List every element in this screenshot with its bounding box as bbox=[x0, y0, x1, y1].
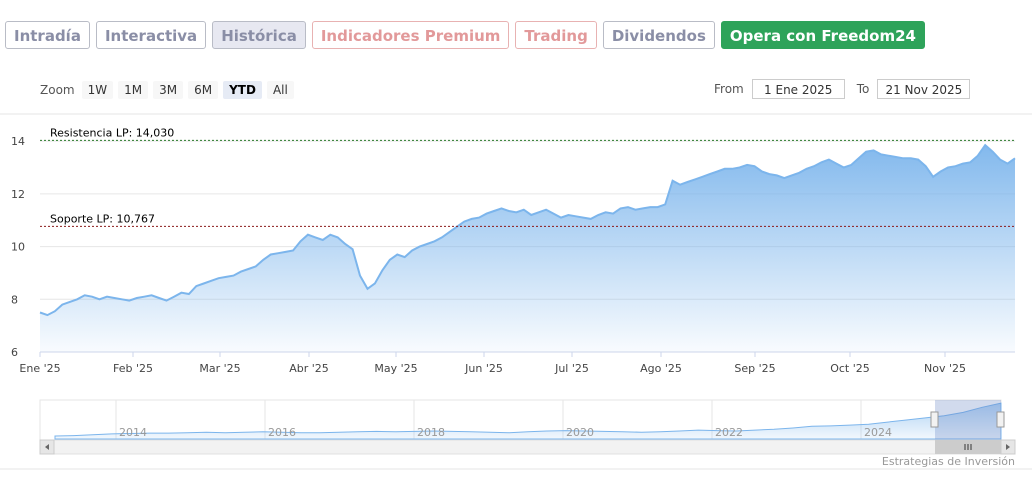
x-tick-label: Jul '25 bbox=[554, 362, 589, 375]
y-tick-label: 14 bbox=[11, 135, 25, 148]
tab-indicadores-premium[interactable]: Indicadores Premium bbox=[311, 21, 510, 49]
navigator-handle-right[interactable] bbox=[996, 411, 1005, 428]
zoom-ytd-button[interactable]: YTD bbox=[223, 81, 262, 99]
zoom-label: Zoom bbox=[40, 83, 75, 97]
freedom24-button[interactable]: Opera con Freedom24 bbox=[720, 21, 925, 49]
to-date-input[interactable]: 21 Nov 2025 bbox=[877, 79, 971, 99]
x-tick-label: Nov '25 bbox=[924, 362, 966, 375]
tab-interactiva[interactable]: Interactiva bbox=[95, 21, 207, 49]
zoom-1m-button[interactable]: 1M bbox=[118, 81, 149, 99]
zoom-6m-button[interactable]: 6M bbox=[188, 81, 219, 99]
x-tick-label: Abr '25 bbox=[289, 362, 329, 375]
y-axis-ticks: 6 8 10 12 14 bbox=[11, 135, 25, 359]
series-area bbox=[40, 145, 1015, 352]
tab-trading[interactable]: Trading bbox=[515, 21, 597, 49]
annotations: Resistencia LP: 14,030 Soporte LP: 10,767 bbox=[40, 126, 1015, 227]
x-tick-label: May '25 bbox=[374, 362, 417, 375]
zoom-1w-button[interactable]: 1W bbox=[81, 81, 114, 99]
from-date-input[interactable]: 1 Ene 2025 bbox=[751, 79, 845, 99]
navigator-tick-label: 2022 bbox=[715, 426, 743, 439]
scrollbar-track bbox=[39, 439, 1016, 455]
navigator-tick-label: 2024 bbox=[864, 426, 892, 439]
right-arrow-icon bbox=[1006, 444, 1010, 450]
navigator-tick-label: 2020 bbox=[566, 426, 594, 439]
grip-icon bbox=[964, 444, 972, 450]
y-tick-label: 10 bbox=[11, 241, 25, 254]
series-line bbox=[39, 143, 1016, 317]
x-tick-label: Mar '25 bbox=[199, 362, 240, 375]
x-axis-ticks: Ene '25 Feb '25 Mar '25 Abr '25 May '25 Jun '… bbox=[19, 352, 966, 375]
navigator-ticks: 2014 2016 2018 2020 2022 2024 bbox=[119, 426, 892, 439]
from-label: From bbox=[714, 82, 744, 96]
y-tick-label: 8 bbox=[11, 293, 18, 306]
navigator-tick-label: 2016 bbox=[268, 426, 296, 439]
left-arrow-icon bbox=[45, 444, 49, 450]
x-tick-label: Oct '25 bbox=[830, 362, 870, 375]
tab-dividendos[interactable]: Dividendos bbox=[602, 21, 715, 49]
zoom-controls: Zoom 1W 1M 3M 6M YTD All bbox=[40, 79, 294, 101]
annotation-label: Resistencia LP: 14,030 bbox=[50, 126, 174, 139]
date-range: From 1 Ene 2025 To 21 Nov 2025 bbox=[714, 79, 971, 99]
navigator-selection bbox=[935, 400, 1001, 440]
x-tick-label: Sep '25 bbox=[734, 362, 775, 375]
zoom-3m-button[interactable]: 3M bbox=[153, 81, 184, 99]
navigator-handle-left[interactable] bbox=[930, 411, 939, 428]
x-tick-label: Jun '25 bbox=[464, 362, 503, 375]
tab-historica[interactable]: Histórica bbox=[212, 21, 306, 49]
navigator-tick-label: 2014 bbox=[119, 426, 147, 439]
x-tick-label: Ene '25 bbox=[19, 362, 60, 375]
y-tick-label: 12 bbox=[11, 188, 25, 201]
scrollbar[interactable] bbox=[39, 439, 1016, 455]
zoom-all-button[interactable]: All bbox=[266, 81, 294, 99]
navigator-series bbox=[54, 402, 1002, 440]
navigator-tick-label: 2018 bbox=[417, 426, 445, 439]
tab-intradia[interactable]: Intradía bbox=[5, 21, 90, 49]
annotation-label: Soporte LP: 10,767 bbox=[50, 212, 155, 225]
tab-bar: Intradía Interactiva Histórica Indicador… bbox=[5, 21, 925, 51]
x-tick-label: Ago '25 bbox=[640, 362, 682, 375]
credit-text: Estrategias de Inversión bbox=[882, 455, 1015, 468]
y-tick-label: 6 bbox=[11, 346, 18, 359]
x-tick-label: Feb '25 bbox=[113, 362, 153, 375]
navigator[interactable]: 2014 2016 2018 2020 2022 2024 bbox=[39, 399, 1005, 441]
to-label: To bbox=[856, 82, 870, 96]
